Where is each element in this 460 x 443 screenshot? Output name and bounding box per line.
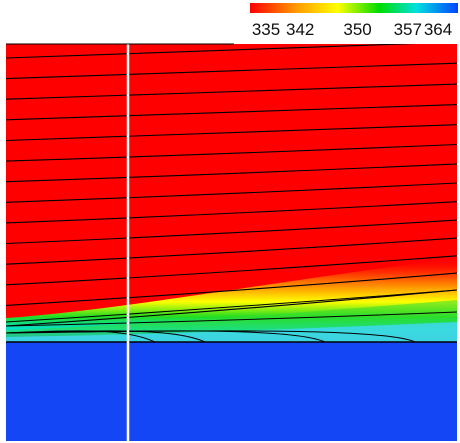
boundary-contour — [6, 289, 457, 323]
contour-lines — [6, 44, 457, 327]
colorbar-tick-label: 335 — [252, 20, 280, 39]
colorbar: 335 342 350 357 364 — [250, 3, 458, 39]
boundary-contour — [6, 311, 457, 327]
near-wall-contours — [6, 289, 457, 343]
contour-line — [6, 289, 457, 327]
contour-line — [6, 143, 457, 162]
contour-line — [6, 83, 457, 100]
colorbar-tick-label: 364 — [424, 20, 452, 39]
temperature-field — [6, 44, 457, 441]
contour-line — [6, 163, 457, 183]
contour-line — [6, 124, 457, 142]
contour-line — [6, 104, 457, 121]
contour-line — [6, 272, 457, 306]
colorbar-strip — [250, 3, 458, 13]
near-wall-contour — [6, 330, 416, 343]
contour-line — [6, 201, 457, 224]
colorbar-tick-label: 350 — [343, 20, 371, 39]
contour-line — [6, 219, 457, 245]
colorbar-ticks: 335 342 350 357 364 — [252, 20, 452, 39]
lower-region — [6, 342, 457, 441]
colorbar-tick-label: 342 — [286, 20, 314, 39]
contour-line — [6, 182, 457, 203]
contour-line — [6, 237, 457, 265]
contour-line — [6, 44, 417, 59]
colorbar-tick-label: 357 — [394, 20, 422, 39]
contour-line — [6, 255, 457, 286]
contour-line — [6, 62, 457, 80]
